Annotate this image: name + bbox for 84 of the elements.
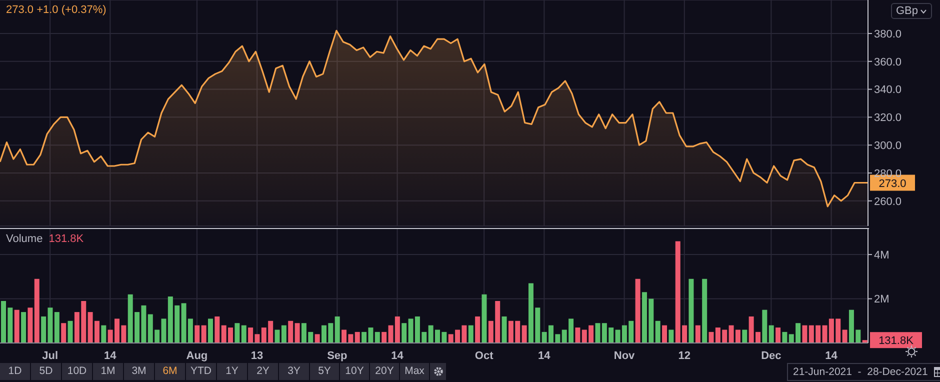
text: 1D <box>0 363 30 380</box>
bar <box>776 328 781 343</box>
x-tick-label: Nov <box>614 350 636 362</box>
bar <box>201 325 206 343</box>
chart-title: 273.0 +1.0 (+0.37%) <box>6 4 106 16</box>
bar <box>475 316 480 343</box>
bar <box>762 310 768 343</box>
y-tick-label: 4M <box>874 249 890 262</box>
y-tick-label: 380.0 <box>874 28 902 40</box>
bar <box>502 316 507 343</box>
y-axis-title: GBp <box>896 5 918 17</box>
bar <box>768 325 774 343</box>
x-tick-label: Aug <box>186 350 208 362</box>
bar <box>214 316 220 343</box>
y-tick-label: 340.0 <box>874 84 902 96</box>
bar <box>802 325 808 343</box>
bar <box>28 308 33 343</box>
bar <box>314 334 320 343</box>
bar <box>34 278 40 343</box>
x-tick-label: Dec <box>761 350 782 362</box>
x-tick-label: 14 <box>391 350 404 362</box>
bar <box>782 332 788 343</box>
bar <box>842 330 848 343</box>
text: 273.0 <box>878 178 906 190</box>
bar <box>241 325 246 343</box>
bar <box>334 316 340 343</box>
text: Max <box>400 363 429 380</box>
y-tick-label: 300.0 <box>874 140 902 152</box>
bar <box>668 330 674 343</box>
bar <box>14 310 20 343</box>
text: 1Y <box>217 363 247 380</box>
bar <box>662 325 668 343</box>
bar <box>21 312 26 343</box>
text: 1M <box>93 363 123 380</box>
chart-title: Volume <box>6 233 43 245</box>
bar <box>575 328 580 343</box>
bar <box>54 312 60 343</box>
x-tick-label: 14 <box>104 350 118 362</box>
bar <box>742 330 748 343</box>
x-tick-label: 14 <box>825 350 838 362</box>
text: 3Y <box>279 363 309 380</box>
bar <box>522 325 527 343</box>
x-tick-label: 14 <box>538 350 552 362</box>
bar <box>702 278 708 343</box>
text: 6M <box>155 363 185 380</box>
text: 5Y <box>310 363 339 380</box>
text: 10D <box>62 363 92 380</box>
bar <box>635 278 640 343</box>
bar <box>288 320 294 343</box>
bar <box>595 323 600 343</box>
text: 2Y <box>248 363 278 380</box>
x-tick-label: 12 <box>678 350 691 362</box>
text: 131.8K <box>878 335 914 348</box>
bar <box>374 332 380 343</box>
bar <box>208 318 213 343</box>
text: 20Y <box>370 363 399 380</box>
bar <box>234 323 240 343</box>
bar <box>354 332 360 343</box>
bar <box>194 325 200 343</box>
bar <box>468 325 474 343</box>
y-tick-label: 2M <box>874 294 890 306</box>
bar <box>655 320 660 343</box>
bar <box>382 332 387 343</box>
x-tick-label: Oct <box>474 350 494 362</box>
x-tick-label: Sep <box>327 350 348 362</box>
bar <box>688 278 694 343</box>
bar <box>402 323 407 343</box>
bar <box>695 325 700 343</box>
bar <box>68 320 73 343</box>
chart-subtitle: 131.8K <box>48 233 84 245</box>
text: YTD <box>186 363 216 380</box>
text: 10Y <box>340 363 369 380</box>
text: 5D <box>31 363 61 380</box>
x-tick-label: Jul <box>42 350 58 362</box>
text: 21-Jun-2021 - 28-Dec-2021 <box>793 366 928 378</box>
bar <box>482 294 487 343</box>
bar <box>101 325 106 343</box>
bar <box>61 323 66 343</box>
x-tick-label: 13 <box>250 350 264 362</box>
text: 3M <box>124 363 154 380</box>
bar <box>294 323 300 343</box>
y-tick-label: 360.0 <box>874 56 902 68</box>
y-tick-label: 320.0 <box>874 112 902 124</box>
y-tick-label: 260.0 <box>874 196 902 208</box>
